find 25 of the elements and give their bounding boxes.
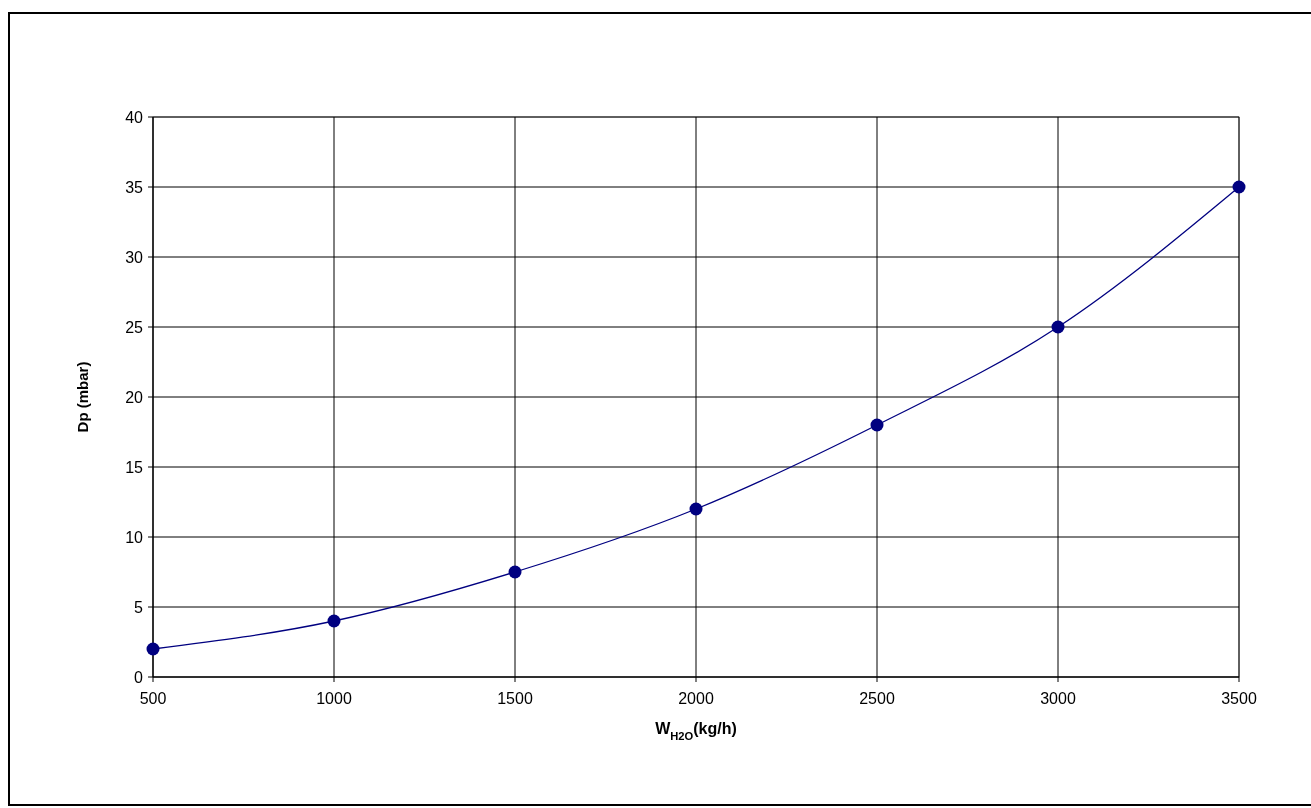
x-tick-label: 2000 [678,690,714,707]
x-tick-label: 3000 [1040,690,1076,707]
point [146,642,160,656]
y-tick-label: 0 [134,669,144,686]
x-axis-title: W$_{H2O}$(kg/h) [655,720,737,742]
y-axis-title: Dp (mbar) [74,361,91,433]
x-tick-label: 1500 [497,690,533,707]
point [508,565,522,579]
y-tick-label: 25 [125,319,144,336]
y-tick-label: 20 [125,389,144,406]
point [689,502,703,516]
x-tick-label: 500 [139,690,167,707]
point [327,614,341,628]
x-tick-label: 1000 [316,690,352,707]
y-tick-label: 5 [134,599,144,616]
point [870,418,884,432]
x-tick-label: 3500 [1221,690,1257,707]
y-tick-label: 30 [125,249,144,266]
y-tick-label: 15 [125,459,144,476]
point [1051,320,1065,334]
y-tick-label: 10 [125,529,144,546]
point [1232,180,1246,194]
y-tick-label: 40 [125,109,144,126]
y-tick-label: 35 [125,179,144,196]
x-tick-label: 2500 [859,690,895,707]
